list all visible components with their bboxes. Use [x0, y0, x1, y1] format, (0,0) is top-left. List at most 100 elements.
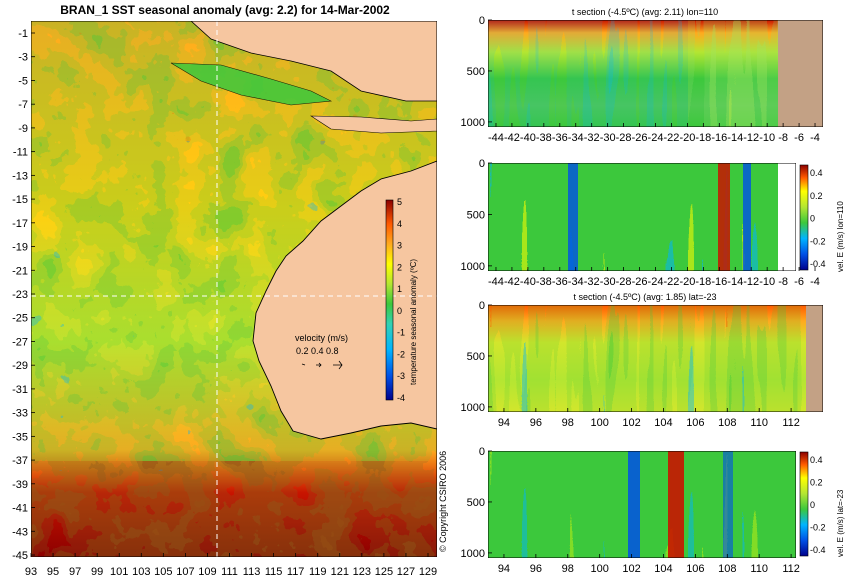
temperature-colorbar [385, 199, 394, 401]
panel-y-tick-label: 500 [467, 351, 485, 363]
panel-4-colorbar-ticks: 0.4 0.2 0 -0.2 -0.4 [810, 455, 826, 555]
velocity-colorbar-tick: 0 [810, 214, 815, 224]
panel-3-x-ticks: 94 96 98 100 102 104 106 108 110 112 [498, 408, 800, 429]
panel-2-plot [488, 163, 796, 271]
section-panel-4: 0.4 0.2 0 -0.2 -0.4 vel. E (m/s) lat=-23 0 50… [461, 446, 845, 575]
map-lat-tick-label: -23 [12, 289, 28, 301]
temperature-colorbar-tick: -1 [397, 328, 405, 338]
panel-4-colorbar-label: vel. E (m/s) lat=-23 [836, 489, 845, 557]
map-lon-tick-label: 97 [69, 566, 81, 578]
panel-x-tick-label: -38 [536, 132, 552, 144]
velocity-colorbar-tick: -0.2 [810, 236, 826, 246]
panel-x-tick-label: -32 [584, 132, 600, 144]
velocity-colorbar-tick: -0.4 [810, 259, 826, 269]
panel-x-tick-label: -8 [778, 132, 788, 144]
velocity-colorbar-tick: 0.2 [810, 191, 823, 201]
panel-3-y-ticks: 0 500 1000 [461, 300, 492, 414]
panel-3-land [806, 305, 823, 412]
panel-x-tick-label: -42 [504, 276, 520, 288]
panel-x-tick-label: -14 [727, 132, 743, 144]
panel-x-tick-label: 108 [718, 563, 736, 575]
panel-1-plot [488, 20, 823, 127]
panel-x-tick-label: -34 [568, 276, 584, 288]
map-lon-tick-label: 109 [198, 566, 216, 578]
temperature-colorbar-tick: 1 [397, 284, 402, 294]
map-lon-ticks: 93 95 97 99 101 103 105 107 109 111 113 115 117 119 12… [25, 553, 437, 578]
section-panel-2: 0.4 0.2 0 -0.2 -0.4 vel. E (m/s) lon=110 0 50… [461, 158, 845, 288]
map-lat-tick-label: -1 [18, 28, 28, 40]
map-lon-tick-label: 117 [287, 566, 305, 578]
temperature-colorbar-tick: 0 [397, 306, 402, 316]
temperature-colorbar-tick: 2 [397, 262, 402, 272]
panel-x-tick-label: 100 [590, 563, 608, 575]
panel-x-tick-label: 106 [686, 563, 704, 575]
panel-x-tick-label: 96 [530, 563, 542, 575]
panel-x-tick-label: -40 [520, 276, 536, 288]
panel-y-tick-label: 0 [479, 300, 485, 312]
velocity-colorbar-tick: 0.2 [810, 478, 823, 488]
map-lon-tick-label: 123 [353, 566, 371, 578]
panel-x-tick-label: 102 [622, 563, 640, 575]
panel-x-tick-label: -36 [552, 132, 568, 144]
velocity-legend-0-8: 0.8 [326, 346, 339, 356]
panel-x-tick-label: 108 [718, 417, 736, 429]
panel-x-tick-label: -18 [695, 132, 711, 144]
panel-x-tick-label: 110 [750, 417, 768, 429]
panel-x-tick-label: 104 [654, 417, 672, 429]
panel-x-tick-label: 100 [590, 417, 608, 429]
panel-x-tick-label: -26 [632, 132, 648, 144]
map-lon-tick-label: 105 [154, 566, 172, 578]
velocity-colorbar-tick: 0.4 [810, 455, 823, 465]
map-plot-area [31, 21, 437, 557]
panel-x-tick-label: -20 [679, 276, 695, 288]
map-lat-tick-label: -11 [13, 147, 28, 159]
panel-y-tick-label: 1000 [461, 548, 485, 560]
panel-x-tick-label: 104 [654, 563, 672, 575]
panel-2-land [778, 163, 796, 271]
velocity-legend-arrows [301, 360, 343, 370]
panel-x-tick-label: 94 [498, 417, 510, 429]
panel-x-tick-label: -30 [600, 132, 616, 144]
map-lat-tick-label: -17 [12, 218, 28, 230]
panel-y-tick-label: 1000 [461, 261, 485, 273]
panel-x-tick-label: 98 [562, 563, 574, 575]
panel-4-y-ticks: 0 500 1000 [461, 446, 492, 560]
panel-x-tick-label: -34 [568, 132, 584, 144]
panel-x-tick-label: 112 [782, 417, 800, 429]
map-lat-tick-label: -7 [18, 99, 28, 111]
map-lat-tick-label: -35 [12, 431, 28, 443]
temperature-colorbar-label: temperature seasonal anomaly (ºC) [409, 259, 418, 385]
map-lat-tick-label: -21 [12, 265, 28, 277]
velocity-colorbar-tick: -0.2 [810, 523, 826, 533]
panel-4-colorbar [799, 451, 809, 557]
map-lon-tick-label: 103 [132, 566, 150, 578]
map-lon-tick-label: 99 [91, 566, 103, 578]
temperature-colorbar-tick: -2 [397, 349, 405, 359]
panel-x-tick-label: -16 [711, 276, 727, 288]
map-lat-tick-label: -33 [12, 408, 28, 420]
map-lat-tick-label: -39 [12, 479, 28, 491]
map-lon-tick-label: 115 [265, 566, 283, 578]
panel-x-tick-label: -42 [504, 132, 520, 144]
panel-y-tick-label: 0 [479, 15, 485, 27]
map-lon-tick-label: 127 [397, 566, 415, 578]
panel-x-tick-label: -18 [695, 276, 711, 288]
map-title: BRAN_1 SST seasonal anomaly (avg: 2.2) f… [60, 3, 390, 17]
map-lat-tick-label: -13 [12, 170, 28, 182]
map-lon-tick-label: 129 [419, 566, 437, 578]
panel-x-tick-label: -30 [600, 276, 616, 288]
map-lat-tick-label: -27 [12, 336, 28, 348]
panel-2-colorbar [799, 164, 809, 271]
panel-x-tick-label: -24 [648, 276, 664, 288]
panel-x-tick-label: 94 [498, 563, 510, 575]
map-lat-tick-label: -3 [18, 52, 28, 64]
panel-x-tick-label: 98 [562, 417, 574, 429]
map-lat-tick-label: -25 [12, 313, 28, 325]
map-lon-tick-label: 113 [243, 566, 261, 578]
panel-y-tick-label: 500 [467, 497, 485, 509]
map-panel: BRAN_1 SST seasonal anomaly (avg: 2.2) f… [12, 3, 448, 578]
map-lon-tick-label: 95 [47, 566, 59, 578]
panel-x-tick-label: -10 [759, 276, 775, 288]
panel-4-x-ticks: 94 96 98 100 102 104 106 108 110 112 [498, 554, 800, 575]
panel-x-tick-label: -10 [759, 132, 775, 144]
